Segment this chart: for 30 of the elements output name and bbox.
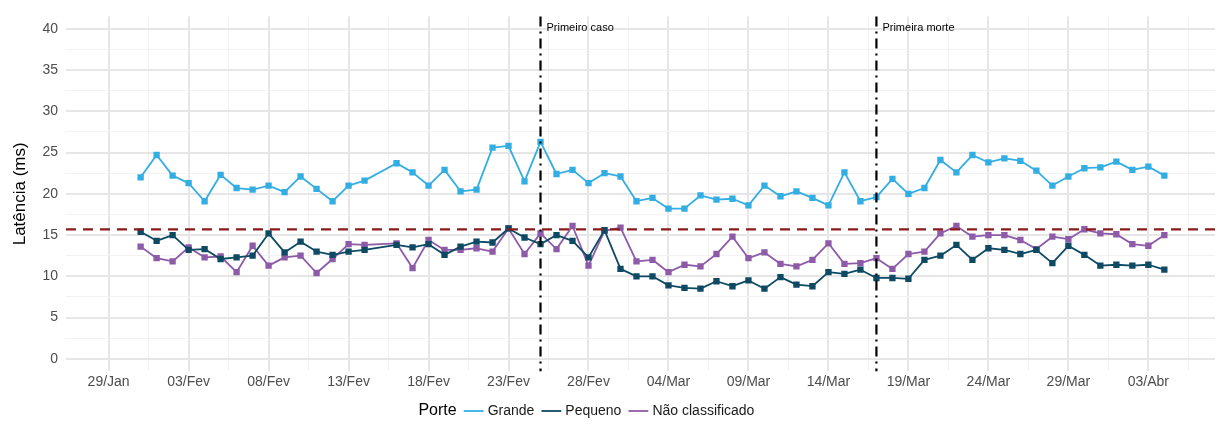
legend-title: Porte xyxy=(418,401,457,419)
x-tick-label: 03/Fev xyxy=(167,373,211,390)
x-tick-label: 19/Mar xyxy=(886,373,931,390)
legend-label: Não classificado xyxy=(652,401,755,418)
ref-line-label: Primeira morte xyxy=(882,21,955,34)
x-tick-label: 08/Fev xyxy=(247,373,290,390)
x-tick-label: 04/Mar xyxy=(646,373,691,390)
y-tick-label: 15 xyxy=(42,225,59,242)
x-tick-label: 18/Fev xyxy=(407,373,450,390)
y-tick-label: 40 xyxy=(42,19,59,36)
y-tick-label: 20 xyxy=(42,184,59,201)
legend-label: Grande xyxy=(487,401,535,418)
x-tick-label: 24/Mar xyxy=(966,373,1011,390)
x-tick-label: 03/Abr xyxy=(1127,373,1170,390)
y-tick-label: 0 xyxy=(50,349,59,366)
y-tick-label: 10 xyxy=(42,267,59,284)
x-tick-label: 29/Mar xyxy=(1046,373,1091,390)
y-tick-label: 25 xyxy=(42,143,59,160)
legend-label: Pequeno xyxy=(565,401,622,418)
y-tick-label: 30 xyxy=(42,102,59,119)
y-tick-label: 35 xyxy=(42,60,59,77)
y-axis-title: Latência (ms) xyxy=(9,142,29,246)
ref-line-label: Primeiro caso xyxy=(546,21,614,34)
x-tick-label: 14/Mar xyxy=(806,373,851,390)
x-tick-label: 13/Fev xyxy=(327,373,370,390)
y-tick-label: 5 xyxy=(50,308,59,325)
x-tick-label: 23/Fev xyxy=(487,373,530,390)
x-tick-label: 29/Jan xyxy=(87,373,130,390)
x-tick-label: 09/Mar xyxy=(726,373,771,390)
x-tick-label: 28/Fev xyxy=(567,373,610,390)
